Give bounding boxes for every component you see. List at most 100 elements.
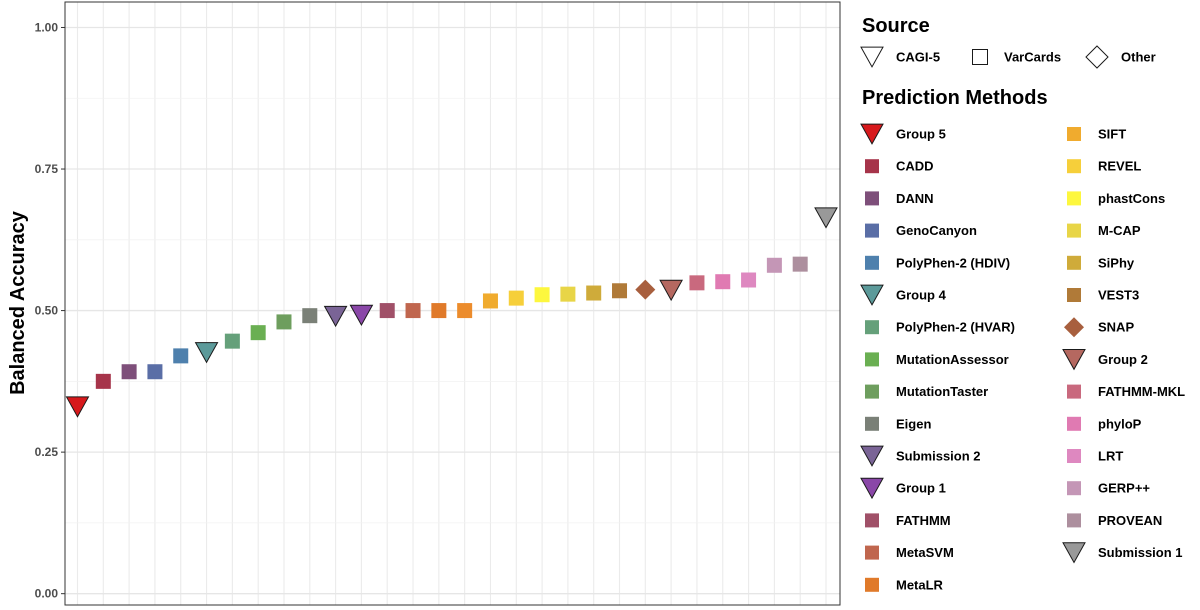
legend-eigen-icon	[865, 416, 879, 431]
point-polyphen-2-hvar	[224, 333, 240, 349]
point-submission-1	[814, 207, 838, 229]
legend-vest3-icon	[1067, 288, 1081, 302]
legend-label-group-1: Group 1	[896, 481, 946, 496]
point-sift	[482, 293, 498, 309]
legend-sift-icon	[1067, 127, 1081, 141]
legend-lrt-icon	[1067, 449, 1081, 463]
point-group-2	[659, 279, 683, 302]
legend-metasvm-icon	[865, 545, 879, 560]
point-provean	[792, 256, 808, 272]
legend-genocanyon-icon	[865, 223, 879, 238]
chart-plot: 0.00 0.25 0.50 0.75 1.00 Balanced Accuracy	[7, 1, 841, 606]
y-tick-label: 0.50	[35, 304, 59, 318]
legend-label-group-5: Group 5	[896, 127, 946, 142]
legend: Source CAGI-5 VarCards Other Prediction Me…	[860, 15, 1185, 610]
point-submission-2	[323, 305, 348, 328]
legend-label-group-4: Group 4	[896, 288, 947, 303]
legend-snap-icon	[1064, 317, 1084, 338]
point-polyphen-2-hdiv	[173, 348, 189, 364]
legend-metalr-icon	[865, 577, 879, 592]
y-tick-labels: 0.00 0.25 0.50 0.75 1.00	[35, 20, 65, 601]
source-legend-title: Source	[862, 15, 930, 37]
point-fathmm-mkl	[689, 275, 705, 291]
legend-label-metasvm: MetaSVM	[896, 545, 954, 560]
legend-label-revel: REVEL	[1098, 159, 1141, 174]
legend-label-cadd: CADD	[896, 159, 934, 174]
point-gerp	[766, 257, 782, 273]
legend-label-dann: DANN	[896, 191, 934, 206]
point-vest3	[612, 283, 628, 299]
point-revel	[508, 290, 524, 306]
point-eigen	[302, 308, 318, 324]
legend-group-5-icon	[860, 123, 884, 145]
legend-label-polyphen-2-hvar: PolyPhen-2 (HVAR)	[896, 320, 1015, 335]
legend-label-mutationassessor: MutationAssessor	[896, 352, 1009, 367]
point-mutationassessor	[250, 325, 266, 341]
y-tick-label: 0.75	[35, 162, 59, 176]
legend-label-provean: PROVEAN	[1098, 513, 1162, 528]
source-legend-label: CAGI-5	[896, 50, 940, 65]
y-axis-title: Balanced Accuracy	[7, 210, 29, 395]
point-genocanyon	[147, 364, 163, 380]
point-mutationtaster	[276, 314, 292, 330]
legend-cadd-icon	[865, 159, 879, 174]
legend-label-fathmm-mkl: FATHMM-MKL	[1098, 384, 1185, 399]
legend-label-submission-2: Submission 2	[896, 449, 981, 464]
legend-dann-icon	[865, 191, 879, 206]
legend-submission-1-icon	[1062, 542, 1086, 564]
legend-group-2-icon	[1062, 349, 1086, 371]
methods-legend: Group 5 CADD DANN GenoCanyon PolyPhen-2 (HDI…	[860, 123, 1185, 610]
legend-label-submission-1: Submission 1	[1098, 545, 1183, 560]
legend-polyphen-2-hvar-icon	[865, 320, 879, 335]
legend-group-4-icon	[860, 284, 884, 306]
point-phylop	[715, 274, 731, 290]
point-snap	[635, 279, 656, 300]
source-legend-varcards-icon	[972, 49, 988, 65]
point-group-1	[349, 304, 374, 327]
legend-revel-icon	[1067, 159, 1081, 174]
legend-provean-icon	[1067, 513, 1081, 528]
legend-m-cap-icon	[1067, 223, 1081, 238]
legend-fathmm-mkl-icon	[1067, 384, 1081, 399]
point-fitcons	[457, 303, 473, 319]
source-legend-label: Other	[1121, 50, 1156, 65]
legend-mutationtaster-icon	[865, 384, 879, 399]
point-group-4	[194, 342, 219, 364]
legend-siphy-icon	[1067, 255, 1081, 270]
legend-phylop-icon	[1067, 416, 1081, 431]
legend-label-phylop: phyloP	[1098, 416, 1142, 431]
legend-label-metalr: MetaLR	[896, 577, 944, 592]
point-group-5	[65, 396, 90, 418]
legend-label-siphy: SiPhy	[1098, 255, 1135, 270]
legend-group-1-icon	[860, 477, 884, 500]
legend-polyphen-2-hdiv-icon	[865, 255, 879, 270]
legend-label-fathmm: FATHMM	[896, 513, 951, 528]
legend-mutationassessor-icon	[865, 352, 879, 367]
legend-label-m-cap: M-CAP	[1098, 223, 1141, 238]
y-tick-label: 0.25	[35, 445, 59, 459]
legend-phastcons-icon	[1067, 191, 1081, 206]
legend-label-genocanyon: GenoCanyon	[896, 223, 977, 238]
source-legend-other-icon	[1085, 45, 1109, 69]
legend-label-snap: SNAP	[1098, 320, 1134, 335]
point-phastcons	[534, 287, 550, 303]
legend-label-mutationtaster: MutationTaster	[896, 384, 988, 399]
y-tick-label: 1.00	[35, 20, 59, 34]
legend-label-eigen: Eigen	[896, 416, 931, 431]
point-metalr	[431, 303, 447, 319]
legend-label-vest3: VEST3	[1098, 288, 1139, 303]
point-cadd	[95, 373, 111, 389]
source-legend: CAGI-5 VarCards Other	[860, 45, 1156, 69]
y-tick-label: 0.00	[35, 587, 59, 601]
data-points	[65, 207, 838, 418]
point-lrt	[741, 272, 757, 288]
legend-label-lrt: LRT	[1098, 449, 1123, 464]
grid-lines	[65, 2, 840, 605]
point-fathmm	[379, 303, 395, 319]
legend-gerp-icon	[1067, 481, 1081, 496]
legend-label-sift: SIFT	[1098, 127, 1126, 142]
source-legend-label: VarCards	[1004, 50, 1061, 65]
legend-label-group-2: Group 2	[1098, 352, 1148, 367]
plot-frame	[64, 1, 841, 606]
source-legend-cagi-5-icon	[860, 46, 884, 68]
